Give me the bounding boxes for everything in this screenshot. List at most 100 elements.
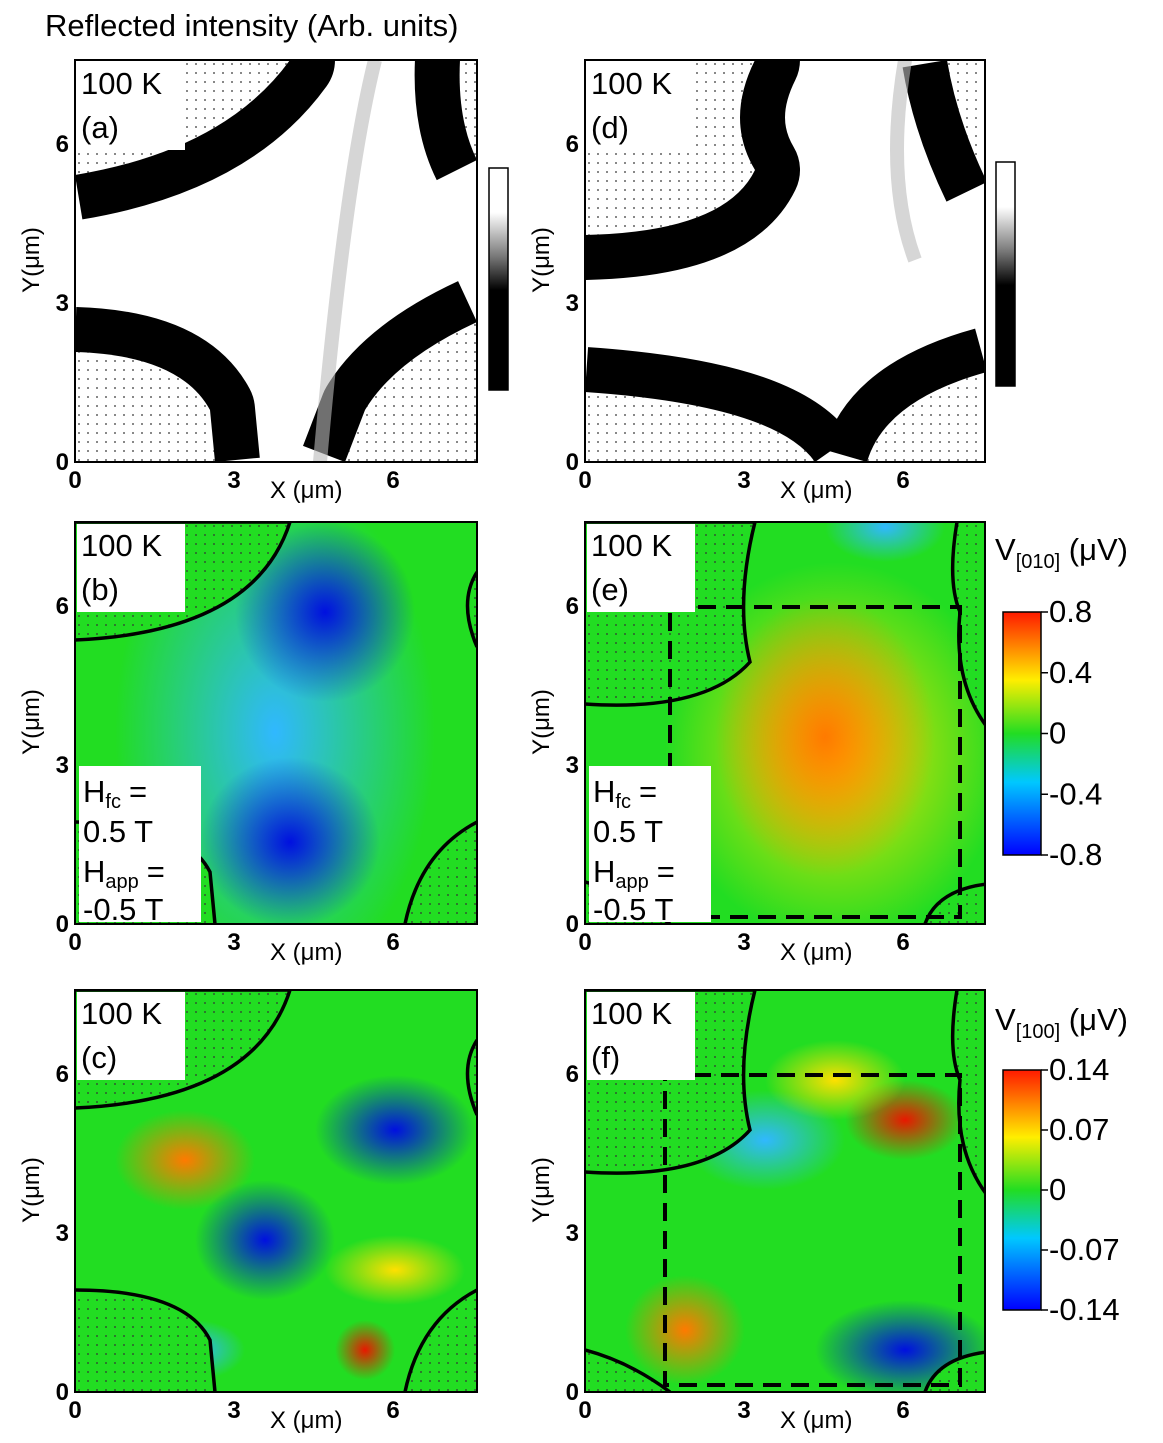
temperature: 100 K — [81, 66, 162, 101]
intensity-scale — [489, 168, 508, 390]
panel: 100 K (f) 0 3 6 6 3 0 X (μm) Y(μm) — [528, 990, 995, 1434]
x-tick-label: 0 — [68, 1397, 81, 1424]
panel-label: (d) — [591, 110, 629, 145]
panel: 100 K(e)036630X (μm)Y(μm)Hfc=Happ=0.5 T-… — [528, 492, 1005, 966]
colorbar-unit: (μV) — [1060, 1002, 1128, 1037]
y-tick-label: 0 — [56, 449, 69, 476]
y-axis-label: Y(μm) — [18, 689, 45, 755]
colorbar-subscript: [100] — [1016, 1021, 1060, 1043]
x-axis-label: X (μm) — [270, 1407, 342, 1434]
y-tick-label: 6 — [566, 593, 579, 620]
y-tick-label: 0 — [56, 1379, 69, 1406]
signal-blob — [715, 597, 935, 877]
colorbar-name: V — [995, 1002, 1016, 1037]
colorbar-unit: (μV) — [1060, 532, 1128, 567]
y-tick-label: 0 — [566, 449, 579, 476]
x-axis-label: X (μm) — [270, 939, 342, 966]
x-tick-label: 6 — [896, 1397, 909, 1424]
y-tick-label: 6 — [56, 1061, 69, 1088]
figure: Reflected intensity (Arb. units) 100 K (a… — [0, 0, 1163, 1443]
field-subscript: fc — [105, 791, 121, 813]
x-tick-label: 3 — [737, 1397, 750, 1424]
y-tick-label: 6 — [56, 131, 69, 158]
colorbar-tick-label: -0.4 — [1049, 776, 1102, 811]
x-tick-label: 0 — [578, 929, 591, 956]
x-tick-label: 6 — [896, 467, 909, 494]
colorbar-tick-label: 0.8 — [1049, 594, 1092, 629]
y-axis-label: Y(μm) — [18, 1157, 45, 1223]
temperature: 100 K — [591, 996, 672, 1031]
y-axis-label: Y(μm) — [528, 227, 555, 293]
x-tick-label: 3 — [227, 1397, 240, 1424]
field-symbol: H — [593, 854, 615, 889]
colorbar-title: V[100] (μV) — [995, 1002, 1128, 1043]
colorbar-name: V — [995, 532, 1016, 567]
y-tick-label: 0 — [566, 911, 579, 938]
x-tick-label: 6 — [386, 467, 399, 494]
y-tick-label: 3 — [566, 1220, 579, 1247]
x-axis-label: X (μm) — [270, 477, 342, 504]
colorbar — [1003, 1070, 1041, 1310]
field-subscript: app — [615, 871, 648, 893]
colorbar-tick-label: 0.07 — [1049, 1112, 1109, 1147]
colorbar-tick-label: -0.14 — [1049, 1292, 1120, 1327]
y-tick-label: 6 — [566, 1061, 579, 1088]
y-tick-label: 6 — [566, 131, 579, 158]
x-tick-label: 3 — [737, 929, 750, 956]
colorbar-tick-label: 0 — [1049, 1172, 1066, 1207]
y-axis-label: Y(μm) — [528, 1157, 555, 1223]
field-value: 0.5 T — [593, 814, 663, 849]
signal-blob — [195, 1180, 335, 1300]
y-axis-label: Y(μm) — [528, 689, 555, 755]
field-value: -0.5 T — [593, 892, 673, 927]
temperature: 100 K — [591, 528, 672, 563]
field-symbol: H — [83, 854, 105, 889]
y-tick-label: 0 — [56, 911, 69, 938]
field-eq: = — [129, 774, 147, 809]
panel: 100 K(b)036630X (μm)Y(μm)Hfc=Happ=0.5 T-… — [18, 472, 477, 992]
panel: 100 K (c) 0 3 6 6 3 0 X (μm) Y(μm) — [18, 990, 477, 1434]
figure-title: Reflected intensity (Arb. units) — [45, 8, 459, 43]
x-axis-label: X (μm) — [780, 477, 852, 504]
colorbar-tick-label: -0.8 — [1049, 837, 1102, 872]
field-symbol: H — [593, 774, 615, 809]
signal-blob — [625, 1275, 745, 1385]
panel-label: (f) — [591, 1040, 620, 1075]
signal-blob — [200, 757, 380, 927]
y-axis-label: Y(μm) — [18, 227, 45, 293]
page: { "title": "Reflected intensity (Arb. un… — [0, 0, 1163, 1443]
panel-label: (c) — [81, 1040, 117, 1075]
x-tick-label: 0 — [578, 1397, 591, 1424]
y-tick-label: 3 — [56, 1220, 69, 1247]
temperature: 100 K — [81, 528, 162, 563]
signal-blob — [765, 1040, 905, 1120]
signal-blob — [325, 1235, 465, 1305]
colorbar-subscript: [010] — [1016, 551, 1060, 573]
signal-blob — [335, 1320, 395, 1380]
colorbar-tick-label: -0.07 — [1049, 1232, 1120, 1267]
colorbar-tick-label: 0.14 — [1049, 1052, 1109, 1087]
x-tick-label: 6 — [386, 1397, 399, 1424]
x-tick-label: 6 — [386, 929, 399, 956]
panel-label: (b) — [81, 572, 119, 607]
colorbar — [1003, 612, 1041, 855]
y-tick-label: 0 — [566, 1379, 579, 1406]
x-axis-label: X (μm) — [780, 939, 852, 966]
colorbar-title: V[010] (μV) — [995, 532, 1128, 573]
field-eq: = — [657, 854, 675, 889]
temperature: 100 K — [591, 66, 672, 101]
x-axis-label: X (μm) — [780, 1407, 852, 1434]
field-value: 0.5 T — [83, 814, 153, 849]
field-value: -0.5 T — [83, 892, 163, 927]
x-tick-label: 3 — [227, 467, 240, 494]
y-tick-label: 3 — [56, 752, 69, 779]
panel-label: (a) — [81, 110, 119, 145]
colorbar-tick-label: 0.4 — [1049, 655, 1092, 690]
y-tick-label: 3 — [566, 752, 579, 779]
temperature: 100 K — [81, 996, 162, 1031]
signal-blob — [315, 1075, 475, 1185]
field-eq: = — [147, 854, 165, 889]
x-tick-label: 3 — [227, 929, 240, 956]
